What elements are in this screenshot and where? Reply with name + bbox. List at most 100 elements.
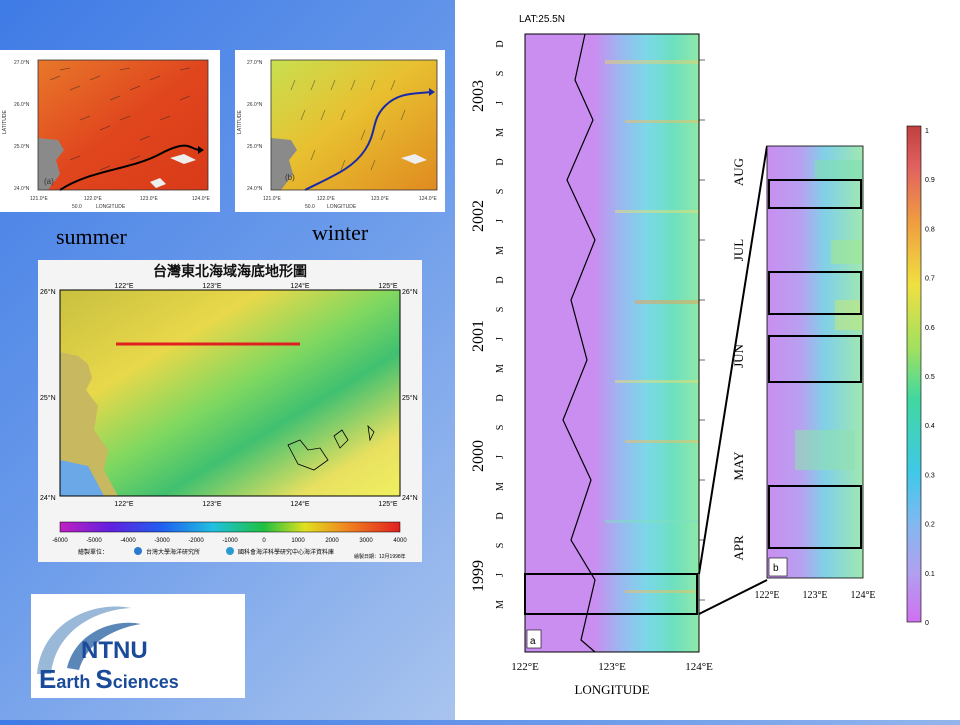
concentration-colorbar — [906, 125, 922, 623]
hov-month-label: D — [495, 512, 506, 519]
logo-swirl-icon — [37, 606, 131, 674]
hov-month-label: J — [495, 455, 506, 459]
hov-month-label: J — [495, 101, 506, 105]
colorbar-ticks: 1 0.9 0.8 0.7 0.6 0.5 0.4 0.3 0.2 0.1 0 — [925, 128, 935, 627]
bathy-colorbar-tick: -1000 — [222, 538, 238, 544]
bathy-lat-tick: 25°N — [40, 394, 56, 402]
zoom-month-labels: AUG JUL JUN MAY APR — [731, 158, 746, 561]
hovmoller-streaks — [605, 60, 699, 593]
winter-lat-tick: 24.0°N — [247, 186, 263, 192]
hov-year-label: 1999 — [470, 560, 487, 592]
colorbar-tick-label: 0.6 — [925, 325, 935, 332]
bathy-lon-tick-bottom: 123°E — [202, 500, 221, 508]
bathymetry-colorbar-ticks: -6000 -5000 -4000 -3000 -2000 -1000 0 1000 2000 3… — [52, 538, 407, 544]
winter-lat-tick: 25.0°N — [247, 144, 263, 150]
hov-month-label: S — [495, 307, 506, 313]
hovmoller-xlabel: LONGITUDE — [574, 682, 649, 697]
bathy-colorbar-tick: 1000 — [291, 538, 305, 544]
hov-month-label: M — [495, 600, 506, 609]
hov-x-tick: 124°E — [685, 661, 713, 673]
hov-month-label: S — [495, 71, 506, 77]
logo-ciences: ciences — [113, 672, 179, 692]
hovmoller-contour — [562, 33, 596, 653]
hov-year-label: 2000 — [470, 440, 487, 472]
winter-lon-axis-label: LONGITUDE — [327, 204, 357, 210]
hov-month-label: M — [495, 246, 506, 255]
hov-month-label: D — [495, 158, 506, 165]
hovmoller-title: LAT:25.5N — [519, 14, 565, 25]
summer-lon-tick: 121.0°E — [30, 196, 49, 202]
winter-lon-tick: 121.0°E — [263, 196, 282, 202]
bathy-lon-tick: 122°E — [114, 282, 133, 290]
zoom-month-label: MAY — [731, 451, 746, 481]
colorbar-tick-label: 0.1 — [925, 571, 935, 578]
summer-lon-tick: 124.0°E — [192, 196, 211, 202]
colorbar-tick-label: 1 — [925, 128, 929, 135]
winter-lat-axis-label: LATITUDE — [237, 110, 243, 134]
winter-lat-tick: 27.0°N — [247, 60, 263, 66]
zoom-month-label: APR — [731, 535, 746, 561]
hov-month-label: S — [495, 189, 506, 195]
zoom-month-label: AUG — [731, 158, 746, 186]
zoom-connector-top — [698, 145, 768, 575]
hov-year-label: 2003 — [470, 80, 487, 112]
logo-swirl-inner-icon — [67, 622, 141, 670]
bathy-lat-tick: 26°N — [40, 288, 56, 296]
summer-map: (a) LATITUDE 27.0°N 26.0°N 25.0°N 24.0°N… — [2, 59, 211, 210]
zoom-x-tick: 124°E — [850, 590, 875, 601]
hov-month-label: J — [495, 219, 506, 223]
zoom-box-2 — [768, 271, 862, 315]
zoom-connector-bottom — [698, 579, 768, 615]
hov-month-label: M — [495, 482, 506, 491]
logo-earth-sciences-text: Earth Sciences — [39, 664, 179, 694]
bathy-lon-tick-bottom: 122°E — [114, 500, 133, 508]
bathy-credit-label: 繪製單位： — [78, 548, 108, 556]
hov-year-label: 2001 — [470, 320, 487, 352]
bathy-lon-tick: 124°E — [290, 282, 309, 290]
bathy-lat-tick-right: 26°N — [402, 288, 418, 296]
bathy-colorbar-tick: 3000 — [359, 538, 373, 544]
colorbar-tick-label: 0.2 — [925, 522, 935, 529]
bathy-colorbar-tick: -2000 — [188, 538, 204, 544]
colorbar-tick-label: 0.3 — [925, 472, 935, 479]
summer-lat-tick: 27.0°N — [14, 60, 30, 66]
ntnu-logo-graphic: NTNU Earth Sciences — [37, 606, 179, 694]
summer-map-label: (a) — [44, 177, 54, 186]
bathy-credit-date: 繪製日期：12月1998年 — [354, 553, 406, 560]
colorbar-tick-label: 0 — [925, 620, 929, 627]
winter-lat-tick: 26.0°N — [247, 102, 263, 108]
hovmoller-year-labels: 2003 2002 2001 2000 1999 — [470, 80, 487, 592]
colorbar-tick-label: 0.5 — [925, 374, 935, 381]
bathy-colorbar-tick: -3000 — [154, 538, 170, 544]
colorbar-tick-label: 0.9 — [925, 177, 935, 184]
hov-month-label: S — [495, 425, 506, 431]
logo-initial-s: S — [95, 664, 112, 694]
bathymetry-panel: 台灣東北海域海底地形圖 122°E 123°E 124°E 125°E 122°… — [38, 260, 422, 562]
zoom-x-tick: 123°E — [802, 590, 827, 601]
winter-scale-label: 50.0 — [305, 204, 315, 210]
zoom-box-1 — [768, 179, 862, 209]
summer-lat-tick: 26.0°N — [14, 102, 30, 108]
nsc-logo-icon — [226, 547, 234, 555]
colorbar-tick-label: 0.4 — [925, 423, 935, 430]
zoom-box-3 — [768, 335, 862, 383]
winter-map: (b) LATITUDE 27.0°N 26.0°N 25.0°N 24.0°N… — [237, 59, 438, 210]
bathy-lon-tick: 123°E — [202, 282, 221, 290]
hov-x-tick: 123°E — [598, 661, 626, 673]
hovmoller-right-ticks — [699, 59, 705, 601]
logo-arth: arth — [56, 672, 95, 692]
hovmoller-selection-box — [524, 573, 698, 615]
logo-initial-e: E — [39, 664, 56, 694]
hov-month-label: M — [495, 128, 506, 137]
hov-month-label: M — [495, 364, 506, 373]
hovmoller-month-labels: D S J M D S J M D S J M D S J M D S J M — [495, 40, 506, 609]
summer-lat-tick: 25.0°N — [14, 144, 30, 150]
summer-lon-tick: 122.0°E — [84, 196, 103, 202]
hov-year-label: 2002 — [470, 200, 487, 232]
winter-caption: winter — [312, 220, 369, 245]
zoom-box-4 — [768, 485, 862, 549]
bathy-colorbar-tick: 0 — [262, 538, 266, 544]
hov-x-tick: 122°E — [511, 661, 539, 673]
bathy-lon-tick-bottom: 125°E — [378, 500, 397, 508]
